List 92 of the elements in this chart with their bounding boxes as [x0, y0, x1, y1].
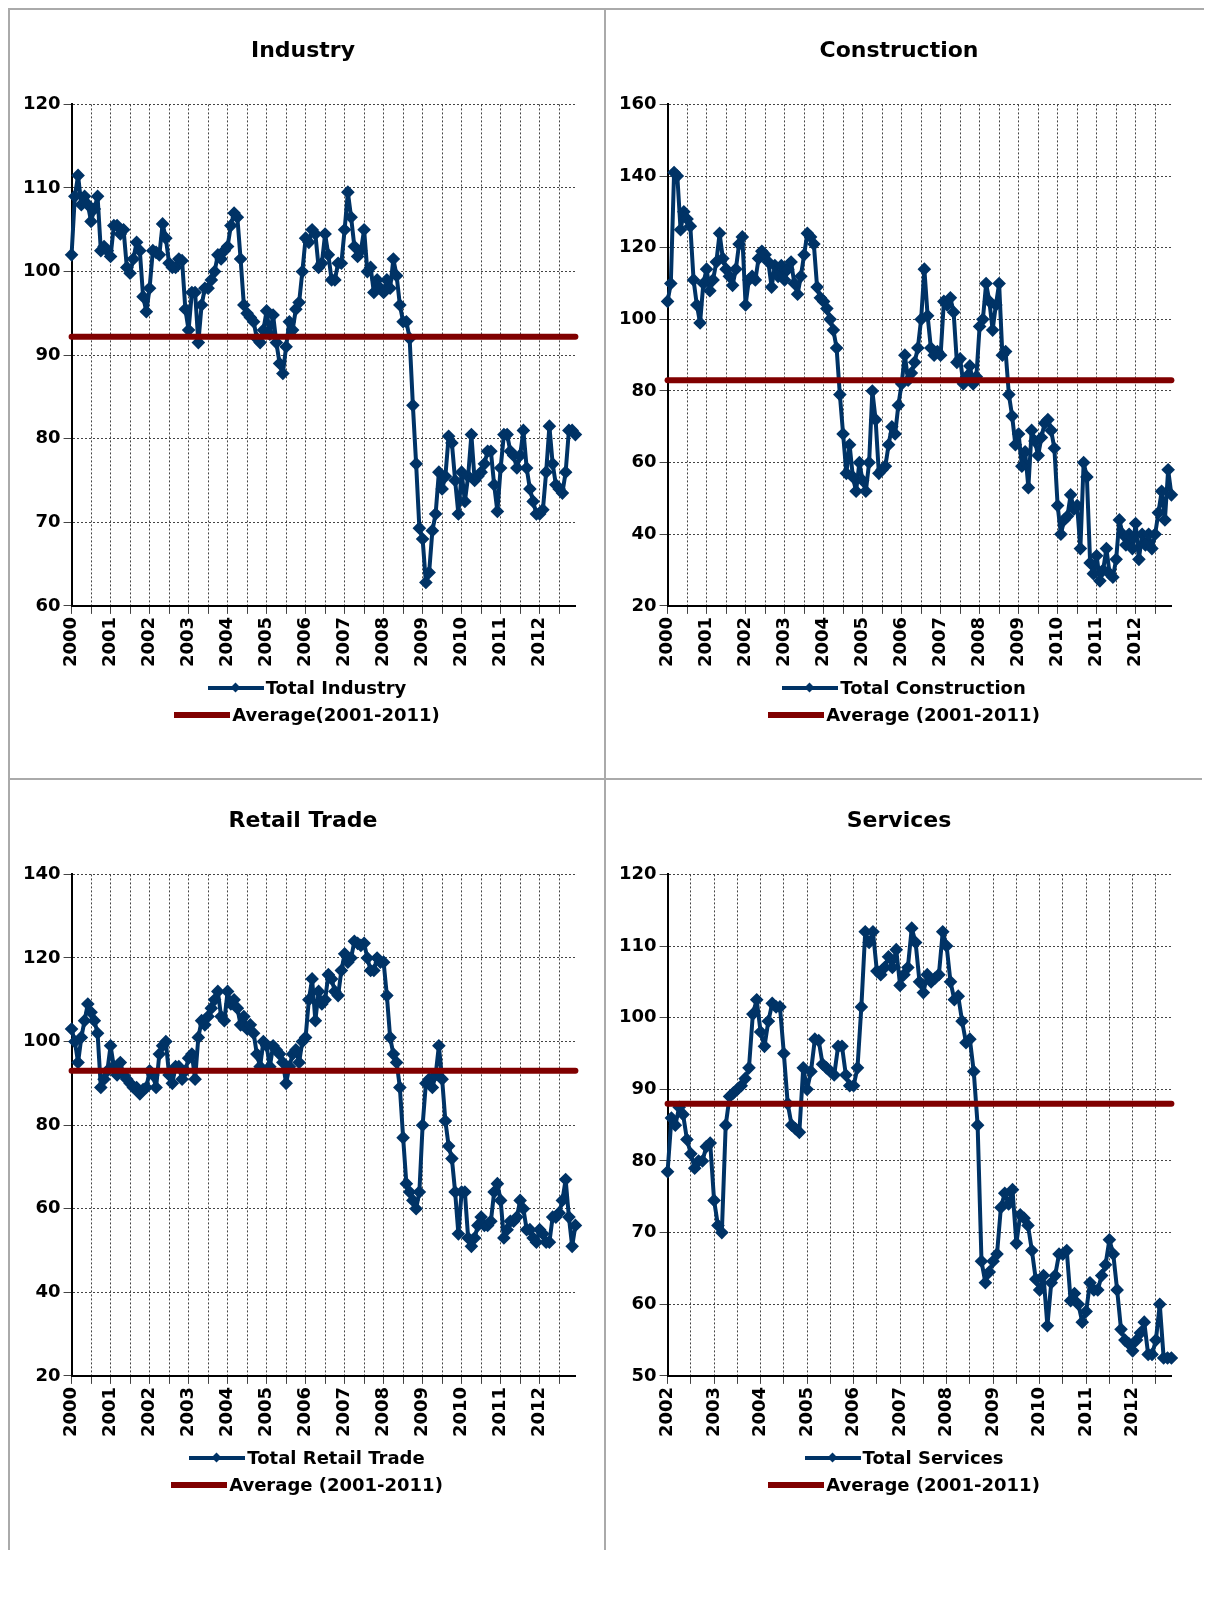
x-tick-label: 2006	[841, 1386, 863, 1438]
x-tick-label: 2003	[176, 616, 198, 668]
x-tick-label: 2007	[928, 616, 950, 668]
x-tick-label: 2010	[1045, 616, 1067, 668]
x-tick-label: 2008	[934, 1386, 956, 1438]
y-tick-label: 100	[619, 307, 657, 328]
y-tick-label: 120	[619, 235, 657, 257]
x-tick-label: 2006	[293, 616, 315, 668]
x-tick-label: 2012	[1120, 1386, 1142, 1438]
y-tick-label: 90	[631, 1077, 657, 1098]
x-tick-label: 2011	[1073, 1386, 1095, 1438]
y-tick-label: 90	[35, 342, 61, 364]
x-tick-label: 2000	[655, 616, 677, 668]
x-tick-label: 2005	[794, 1386, 816, 1438]
y-tick-label: 100	[23, 259, 61, 281]
y-tick-label: 100	[619, 1005, 657, 1027]
chart-title: Services	[846, 806, 952, 832]
y-tick-label: 110	[619, 933, 657, 955]
y-tick-label: 60	[35, 593, 61, 615]
y-tick-label: 80	[35, 1112, 61, 1134]
y-tick-label: 80	[631, 378, 657, 400]
y-tick-label: 50	[631, 1363, 657, 1385]
x-tick-label: 2001	[98, 1386, 120, 1438]
x-tick-label: 2002	[137, 616, 159, 668]
x-tick-label: 2008	[371, 616, 393, 668]
legend-label: Total Services	[862, 1446, 1004, 1470]
chart-title: Construction	[819, 36, 979, 62]
legend-label: Average (2001-2011)	[826, 1473, 1040, 1497]
y-tick-label: 70	[35, 509, 61, 531]
legend-label: Total Construction	[840, 676, 1026, 700]
y-tick-label: 40	[631, 521, 657, 543]
x-tick-label: 2007	[887, 1386, 909, 1438]
x-tick-label: 2012	[1123, 616, 1145, 668]
y-tick-label: 160	[619, 92, 657, 114]
x-tick-label: 2006	[889, 616, 911, 668]
x-tick-label: 2001	[694, 616, 716, 668]
x-tick-label: 2004	[215, 616, 237, 668]
x-tick-label: 2009	[410, 616, 432, 668]
x-tick-label: 2005	[850, 616, 872, 668]
legend-label: Average(2001-2011)	[232, 703, 440, 727]
y-tick-label: 80	[35, 426, 61, 448]
x-tick-label: 2005	[254, 1386, 276, 1438]
x-tick-label: 2003	[701, 1386, 723, 1438]
x-tick-label: 2003	[772, 616, 794, 668]
legend-label: Average (2001-2011)	[229, 1473, 443, 1497]
legend-label: Average (2001-2011)	[826, 703, 1040, 727]
y-tick-label: 100	[23, 1029, 61, 1051]
x-tick-label: 2009	[410, 1386, 432, 1438]
y-tick-label: 80	[631, 1148, 657, 1170]
y-tick-label: 20	[631, 593, 657, 615]
x-tick-label: 2008	[371, 1386, 393, 1438]
y-tick-label: 60	[35, 1196, 61, 1218]
y-tick-label: 140	[619, 163, 657, 185]
x-tick-label: 2007	[332, 616, 354, 668]
legend-label: Total Retail Trade	[247, 1446, 425, 1470]
x-tick-label: 2011	[488, 616, 510, 668]
y-tick-label: 60	[631, 1291, 657, 1313]
x-tick-label: 2006	[293, 1386, 315, 1438]
x-tick-label: 2002	[733, 616, 755, 668]
x-tick-label: 2011	[488, 1386, 510, 1438]
x-tick-label: 2000	[59, 616, 81, 668]
chart-title: Retail Trade	[228, 806, 378, 832]
chart-title: Industry	[250, 36, 356, 62]
x-tick-label: 2004	[811, 616, 833, 668]
y-tick-label: 120	[23, 945, 61, 967]
y-tick-label: 120	[619, 862, 657, 884]
x-tick-label: 2010	[449, 1386, 471, 1438]
x-tick-label: 2008	[967, 616, 989, 668]
y-tick-label: 70	[631, 1220, 657, 1242]
x-tick-label: 2012	[527, 616, 549, 668]
y-tick-label: 120	[23, 92, 61, 114]
x-tick-label: 2010	[449, 616, 471, 668]
x-tick-label: 2010	[1027, 1386, 1049, 1438]
x-tick-label: 2001	[98, 616, 120, 668]
y-tick-label: 20	[35, 1363, 61, 1385]
x-tick-label: 2007	[332, 1386, 354, 1438]
x-tick-label: 2009	[1006, 616, 1028, 668]
x-tick-label: 2009	[980, 1386, 1002, 1438]
x-tick-label: 2004	[748, 1386, 770, 1438]
y-tick-label: 40	[35, 1279, 61, 1301]
x-tick-label: 2011	[1084, 616, 1106, 668]
y-tick-label: 110	[23, 175, 61, 197]
x-tick-label: 2003	[176, 1386, 198, 1438]
x-tick-label: 2002	[655, 1386, 677, 1438]
x-tick-label: 2005	[254, 616, 276, 668]
legend-label: Total Industry	[265, 676, 407, 700]
x-tick-label: 2000	[59, 1386, 81, 1438]
y-tick-label: 140	[23, 862, 61, 884]
x-tick-label: 2004	[215, 1386, 237, 1438]
y-tick-label: 60	[631, 450, 657, 472]
x-tick-label: 2002	[137, 1386, 159, 1438]
x-tick-label: 2012	[527, 1386, 549, 1438]
